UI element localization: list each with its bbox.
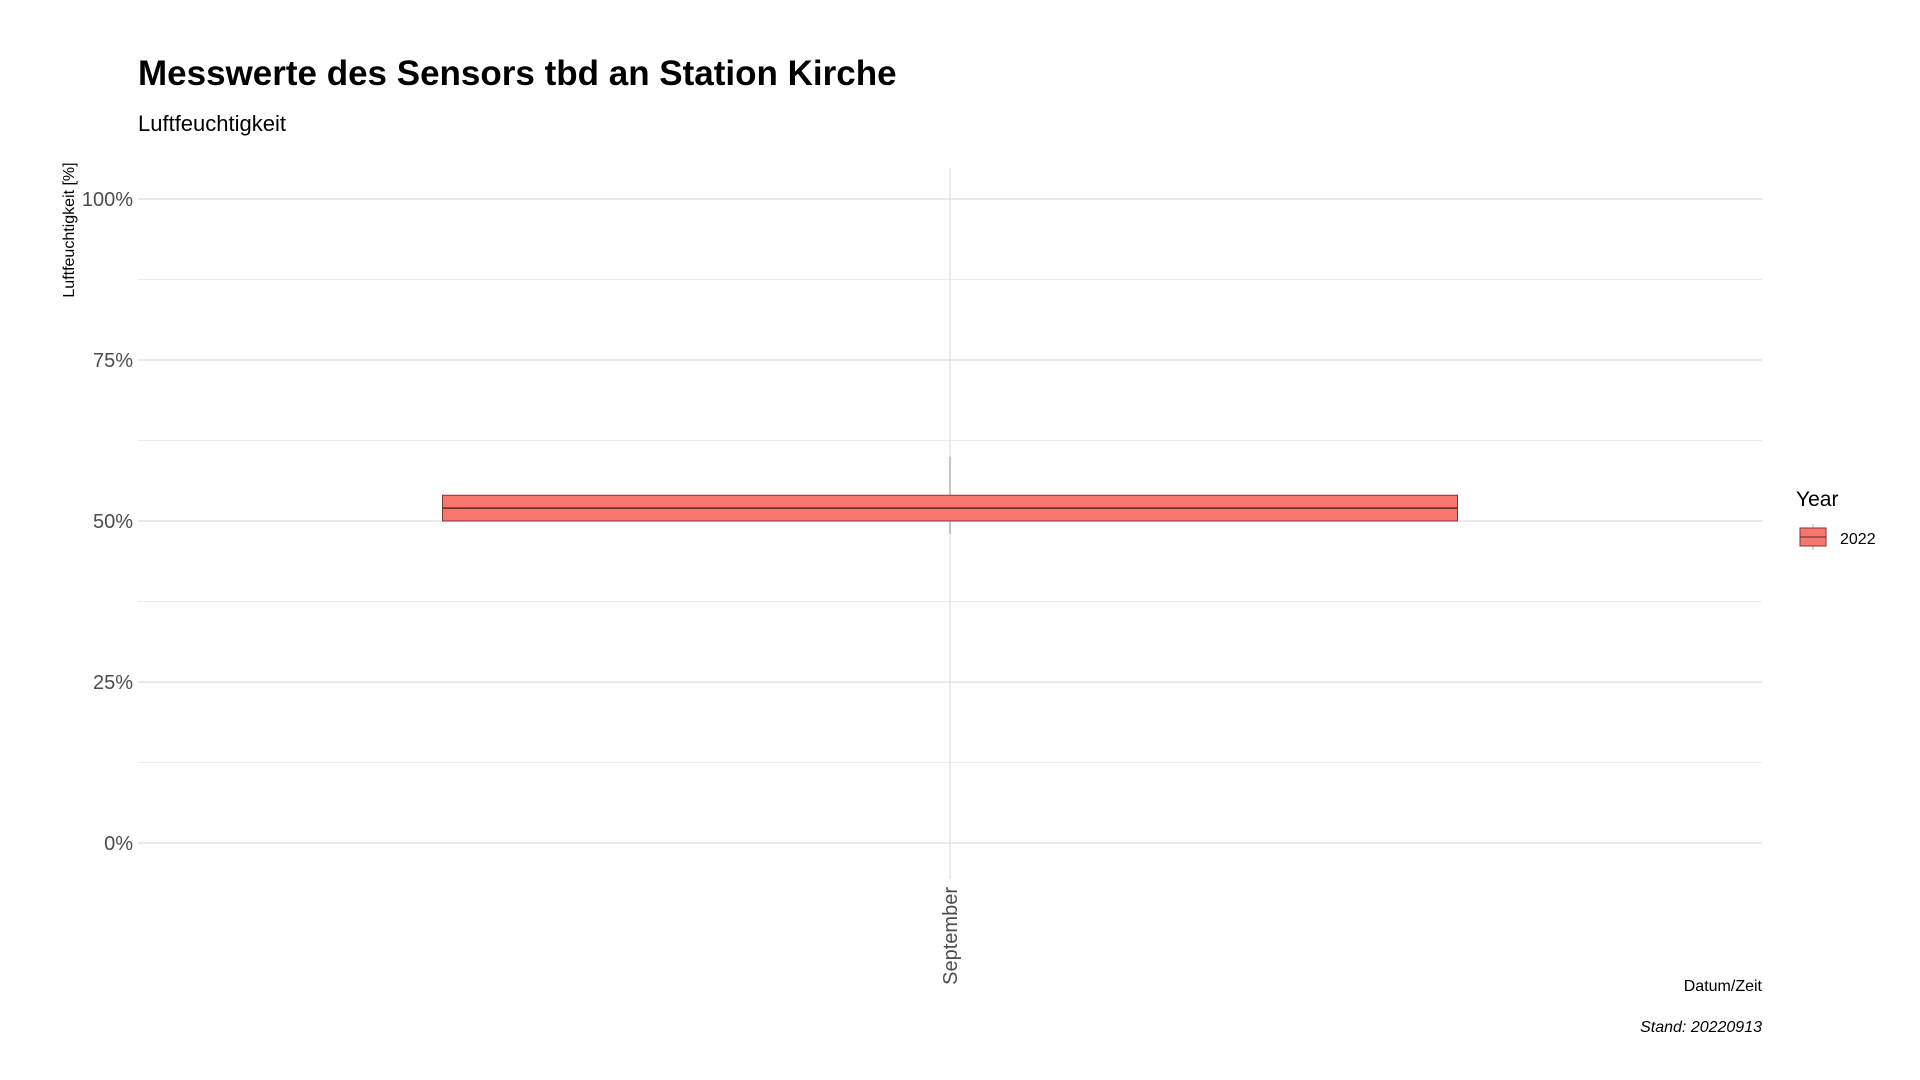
- boxplot-layer: [442, 456, 1458, 534]
- chart-title: Messwerte des Sensors tbd an Station Kir…: [138, 54, 897, 93]
- legend-title: Year: [1796, 488, 1838, 511]
- chart-caption: Stand: 20220913: [1640, 1019, 1762, 1036]
- legend-label: 2022: [1840, 531, 1876, 548]
- y-axis-ticks: 0% 25% 50% 75% 100%: [82, 189, 133, 855]
- x-axis-ticks: September: [940, 887, 962, 985]
- y-tick-label: 25%: [93, 672, 133, 694]
- x-axis-label: Datum/Zeit: [1684, 978, 1763, 995]
- y-tick-label: 0%: [104, 833, 133, 855]
- grid: [138, 168, 1762, 879]
- y-tick-label: 50%: [93, 511, 133, 533]
- y-tick-label: 100%: [82, 189, 133, 211]
- chart-subtitle: Luftfeuchtigkeit: [138, 111, 286, 136]
- y-tick-label: 75%: [93, 350, 133, 372]
- x-tick-label: September: [940, 887, 962, 985]
- y-axis-label: Luftfeuchtigkeit [%]: [61, 162, 78, 297]
- legend: Year 2022: [1796, 488, 1876, 550]
